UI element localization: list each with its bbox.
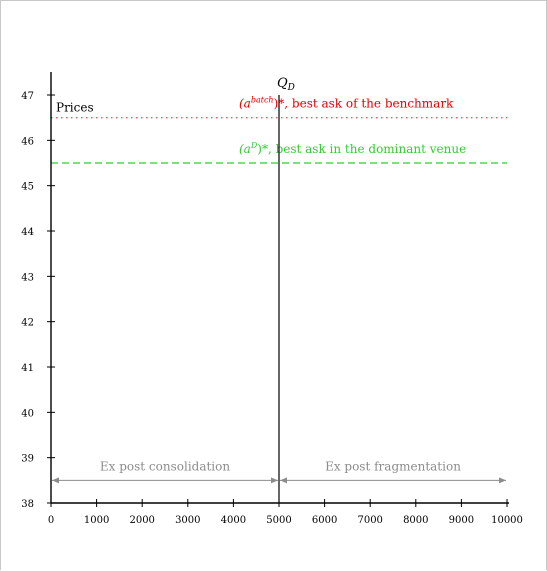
qd-label-main: Q — [277, 76, 288, 91]
arrowhead-right — [499, 477, 506, 484]
x-tick-label: 0 — [48, 515, 54, 526]
x-tick-label: 4000 — [221, 515, 246, 526]
x-tick-label: 9000 — [449, 515, 474, 526]
qd-marker: QD — [277, 76, 295, 503]
x-tick-label: 10000 — [491, 515, 523, 526]
y-tick-label: 42 — [21, 318, 34, 329]
x-tick-label: 2000 — [129, 515, 154, 526]
x-tick-label: 8000 — [403, 515, 428, 526]
arrowhead-right — [271, 477, 278, 484]
hline-label-prefix: (a — [239, 142, 251, 156]
axes — [50, 72, 509, 504]
arrowhead-left — [280, 477, 287, 484]
hline-label-sup: batch — [251, 96, 274, 105]
range-label: Ex post fragmentation — [325, 459, 461, 473]
y-tick-label: 45 — [21, 182, 34, 193]
hline-label-prefix: (a — [239, 97, 251, 111]
y-tick-label: 46 — [21, 136, 34, 147]
y-tick-label: 47 — [21, 91, 34, 102]
y-tick-label: 38 — [21, 499, 34, 510]
qd-label-sub: D — [287, 83, 295, 93]
x-tick-label: 6000 — [312, 515, 337, 526]
y-tick-label: 43 — [21, 272, 34, 283]
range-arrows: Ex post consolidation Ex post fragmentati… — [52, 459, 506, 484]
y-axis-label: Prices — [56, 101, 94, 115]
x-tick-label: 1000 — [84, 515, 109, 526]
x-tick-label: 5000 — [266, 515, 291, 526]
range-label: Ex post consolidation — [100, 459, 230, 473]
x-tick-label: 7000 — [357, 515, 382, 526]
y-tick-label: 44 — [21, 227, 34, 238]
qd-label: QD — [277, 76, 295, 93]
y-tick-label: 39 — [21, 454, 34, 465]
hline-label: (aD)*, best ask in the dominant venue — [239, 141, 466, 156]
arrowhead-left — [52, 477, 59, 484]
reference-lines: (abatch)*, best ask of the benchmark(aD)… — [51, 96, 507, 164]
hline-label: (abatch)*, best ask of the benchmark — [239, 96, 454, 111]
hline-label-sup: D — [250, 141, 258, 150]
x-tick-label: 3000 — [175, 515, 200, 526]
hline-label-suffix: )*, best ask in the dominant venue — [257, 142, 466, 156]
y-tick-label: 40 — [21, 408, 34, 419]
y-tick-label: 41 — [21, 363, 34, 374]
hline-label-suffix: )*, best ask of the benchmark — [274, 97, 454, 111]
